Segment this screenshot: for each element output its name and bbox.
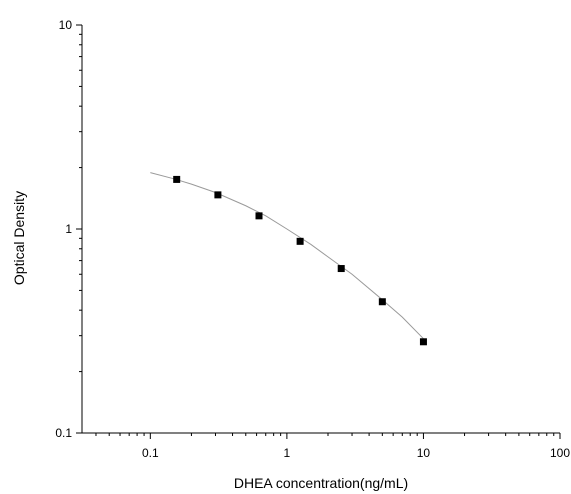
data-point	[378, 298, 386, 306]
y-axis-ticks	[76, 24, 82, 434]
y-axis-title: Optical Density	[11, 191, 27, 285]
x-tick-label: 1	[284, 446, 291, 460]
x-tick-label: 0.1	[142, 446, 159, 460]
data-point	[173, 175, 181, 183]
y-axis-tick-labels: 0.1 1 10	[55, 18, 72, 440]
x-axis-tick-labels: 0.1 1 10 100	[142, 446, 570, 460]
data-point	[419, 338, 427, 346]
x-axis-ticks	[95, 433, 561, 439]
plot-axes	[81, 25, 560, 434]
y-tick-label: 1	[65, 222, 72, 236]
y-tick-label: 0.1	[55, 426, 72, 440]
fit-curve	[150, 172, 424, 340]
y-tick-label: 10	[59, 18, 73, 32]
x-axis-title: DHEA concentration(ng/mL)	[234, 475, 408, 491]
data-points	[173, 175, 427, 346]
data-point	[296, 237, 304, 245]
data-point	[255, 212, 263, 220]
data-point	[337, 265, 345, 273]
x-tick-label: 10	[417, 446, 431, 460]
x-tick-label: 100	[550, 446, 570, 460]
data-point	[214, 191, 222, 199]
